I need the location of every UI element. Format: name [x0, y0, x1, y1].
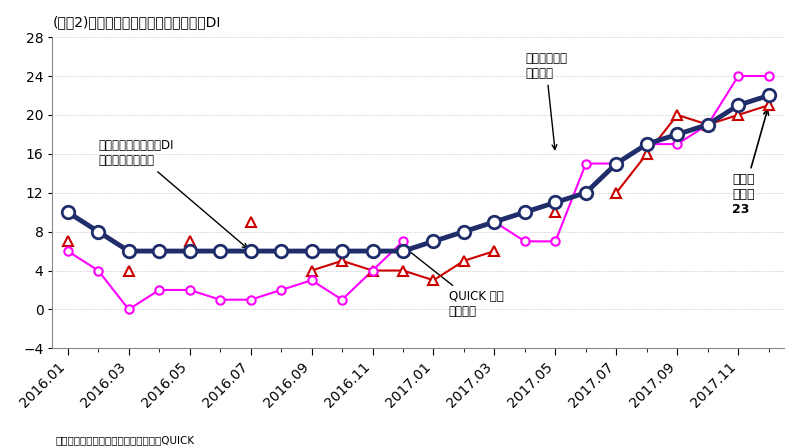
Text: (図表2)月次で推計した製造業の業況　DI: (図表2)月次で推計した製造業の業況 DI: [53, 15, 221, 29]
Text: QUICK 短観
の推計値: QUICK 短観 の推計値: [407, 249, 503, 318]
Text: 今回の
予測値
23: 今回の 予測値 23: [732, 110, 769, 216]
Text: ロイター短観
の推計値: ロイター短観 の推計値: [525, 52, 567, 150]
Text: 日銀短観・製造業　DI
の月次換算データ: 日銀短観・製造業 DI の月次換算データ: [98, 139, 248, 248]
Text: 出所：日本銀行、ロイター通信、日経QUICK: 出所：日本銀行、ロイター通信、日経QUICK: [56, 435, 195, 445]
